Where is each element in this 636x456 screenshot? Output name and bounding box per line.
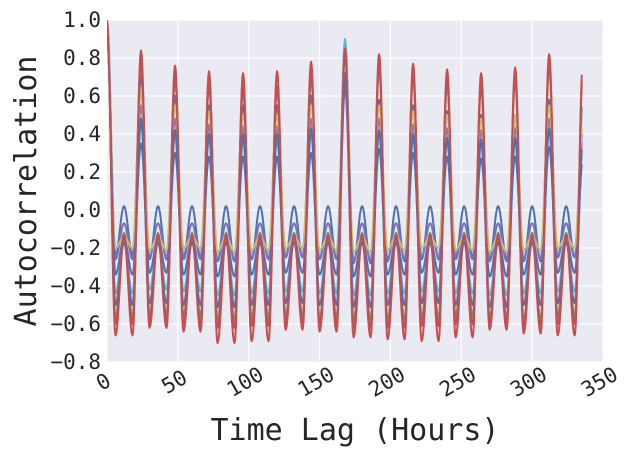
x-tick-label: 250	[435, 362, 480, 402]
y-tick-label: −0.4	[50, 274, 101, 298]
x-tick-label: 350	[577, 362, 622, 402]
series-group	[107, 20, 583, 344]
y-tick-labels: −0.8 −0.6 −0.4 −0.2 0.0 0.2 0.4 0.6 0.8 1.0	[50, 8, 101, 374]
y-tick-label: −0.6	[50, 312, 101, 336]
y-tick-label: 1.0	[63, 8, 101, 32]
y-axis-title: Autocorrelation	[9, 56, 44, 327]
series-line-7	[107, 33, 583, 278]
y-tick-label: −0.8	[50, 350, 101, 374]
x-tick-label: 300	[506, 362, 551, 402]
y-tick-label: 0.0	[63, 198, 101, 222]
x-tick-labels: 0 50 100 150 200 250 300 350	[92, 362, 622, 402]
y-tick-label: 0.6	[63, 84, 101, 108]
x-tick-label: 50	[157, 365, 191, 398]
y-tick-label: −0.2	[50, 236, 101, 260]
y-tick-label: 0.2	[63, 160, 101, 184]
x-axis-title: Time Lag (Hours)	[211, 413, 500, 448]
series-line-9	[107, 25, 583, 329]
x-tick-label: 0	[92, 368, 115, 395]
y-tick-label: 0.8	[63, 46, 101, 70]
x-tick-label: 100	[223, 362, 268, 402]
x-tick-label: 200	[365, 362, 410, 402]
x-tick-label: 150	[294, 362, 339, 402]
y-tick-label: 0.4	[63, 122, 101, 146]
